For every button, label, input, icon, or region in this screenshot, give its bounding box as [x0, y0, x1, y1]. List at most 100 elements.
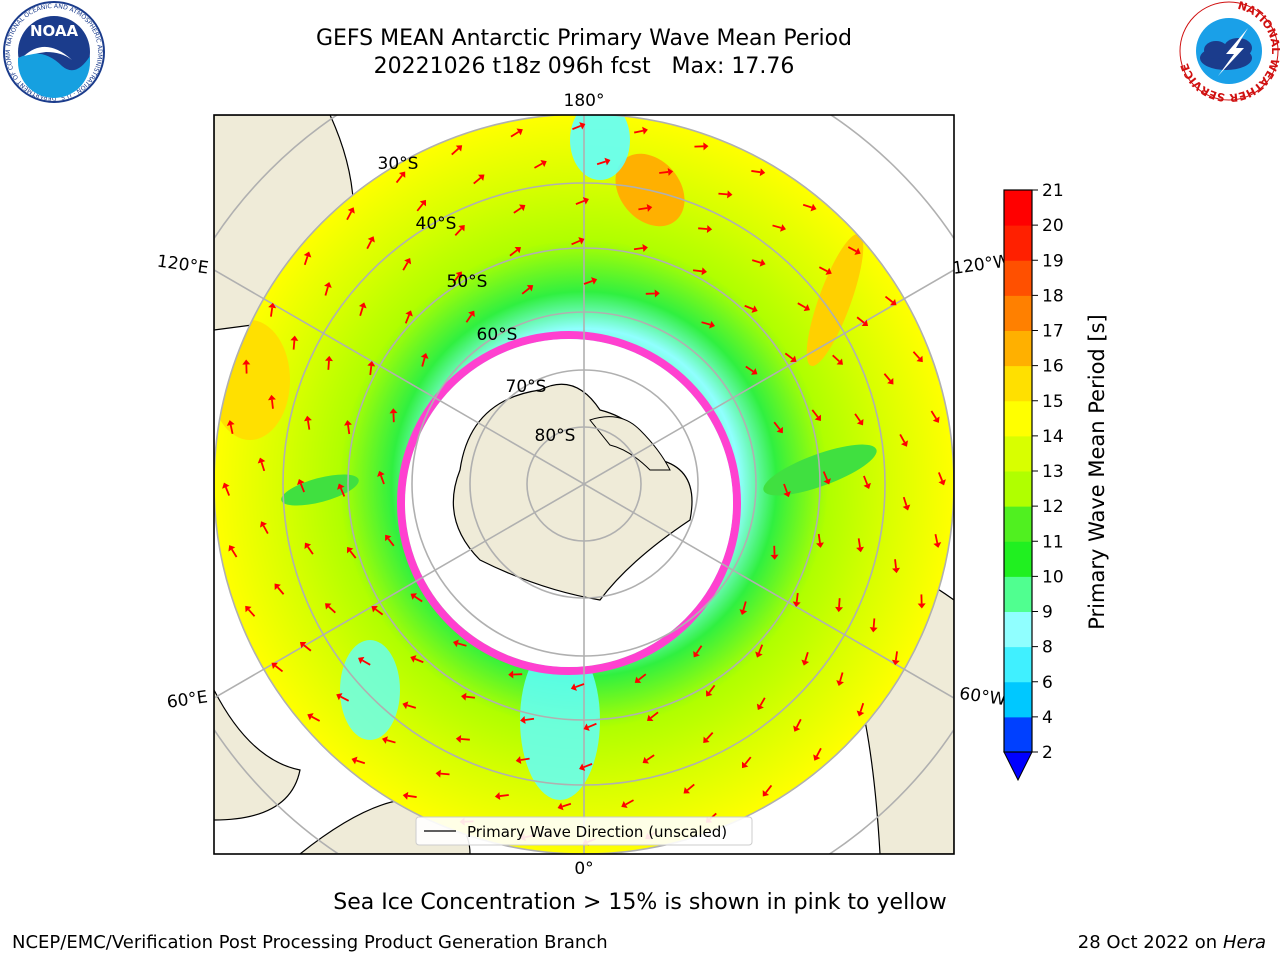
wave-arrow-shaft: [822, 471, 829, 481]
wave-direction-arrows: [222, 122, 946, 846]
colorbar-tick-label: 10: [1042, 567, 1064, 587]
wave-arrow-head: [759, 258, 766, 267]
wave-arrow-shaft: [327, 360, 330, 370]
wave-arrow-head: [494, 792, 501, 801]
wave-arrow-shaft: [271, 399, 274, 409]
wave-arrow-head: [856, 710, 865, 717]
wave-arrow-shaft: [815, 747, 822, 757]
colorbar-tick-label: 13: [1042, 462, 1064, 482]
wave-arrow-shaft: [303, 644, 312, 652]
colorbar-segment: [1004, 646, 1032, 683]
wave-arrow-shaft: [646, 754, 655, 761]
wave-arrow-shaft: [340, 695, 350, 702]
wave-arrow-head: [803, 304, 810, 312]
wave-arrow-head: [709, 320, 716, 329]
wave-arrow-shaft: [499, 794, 509, 797]
colorbar-tick-label: 19: [1042, 251, 1064, 271]
wave-arrow-shaft: [328, 605, 336, 614]
wave-arrow-shaft: [583, 763, 593, 769]
wave-arrow-head: [792, 601, 801, 607]
wave-arrow-shaft: [247, 608, 256, 617]
wave-arrow-shaft: [705, 732, 714, 740]
wave-arrow-shaft: [451, 147, 460, 156]
wave-arrow-head: [759, 168, 766, 177]
wave-arrow-shaft: [817, 533, 821, 544]
wave-arrow-shaft: [765, 784, 773, 794]
wave-arrow-head: [259, 521, 267, 528]
wave-arrow-head: [706, 224, 713, 233]
colorbar-tick-label: 20: [1042, 216, 1064, 236]
wave-arrow-shaft: [229, 424, 234, 434]
wave-arrow-shaft: [633, 247, 644, 251]
wave-arrow-head: [358, 656, 365, 664]
footer-credit: NCEP/EMC/Verification Post Processing Pr…: [12, 932, 608, 953]
wave-arrow-shaft: [894, 559, 897, 569]
wave-arrow-head: [816, 542, 824, 548]
wave-arrow-shaft: [701, 321, 711, 326]
colorbar-segment: [1004, 260, 1032, 296]
wave-arrow-shaft: [934, 534, 939, 544]
colorbar-segment: [1004, 541, 1032, 577]
wave-arrow-head: [776, 426, 783, 434]
wave-arrow-head: [856, 419, 864, 426]
wave-arrow-shaft: [854, 413, 861, 422]
wave-arrow-head: [324, 282, 332, 288]
wave-arrow-head: [337, 483, 345, 490]
wave-arrow-head: [257, 457, 266, 464]
wave-arrow-shaft: [346, 211, 353, 221]
wave-arrow-shaft: [930, 410, 937, 420]
wave-arrow-shaft: [406, 704, 417, 709]
wave-arrow-head: [814, 414, 821, 421]
wave-arrow-shaft: [534, 162, 543, 169]
wave-arrow-head: [351, 756, 358, 765]
wave-arrow-shaft: [884, 295, 894, 303]
wave-arrow-head: [578, 237, 585, 245]
lon-label-0: 0°: [574, 859, 593, 879]
wave-arrow-head: [325, 603, 332, 610]
wave-arrow-shaft: [380, 475, 385, 485]
wave-arrow-head: [813, 754, 821, 761]
wave-arrow-head: [642, 244, 648, 252]
wave-arrow-shaft: [686, 783, 695, 791]
wave-arrow-head: [901, 440, 909, 447]
wave-arrow-head: [303, 251, 312, 258]
wave-arrow-shaft: [795, 592, 799, 603]
wave-arrow-head: [519, 204, 526, 212]
wave-arrow-head: [703, 142, 709, 151]
wave-arrow-head: [887, 378, 894, 385]
colorbar-tick-label: 4: [1042, 708, 1053, 728]
wave-arrow-head: [856, 546, 864, 553]
wave-arrow-head: [933, 542, 942, 548]
wave-arrow-shaft: [596, 160, 606, 166]
wave-arrow-head: [304, 542, 312, 549]
wave-arrow-head: [347, 547, 354, 554]
wave-arrow-shaft: [416, 203, 424, 212]
colorbar-tick-label: 11: [1042, 532, 1064, 552]
wave-arrow-shaft: [784, 352, 794, 360]
wave-arrow-shaft: [387, 538, 395, 547]
colorbar-tick-label: 21: [1042, 181, 1064, 201]
land-madagascar: [214, 689, 301, 821]
colorbar-tick-label: 8: [1042, 638, 1053, 658]
wave-arrow-head: [701, 267, 707, 276]
wave-arrow-head: [274, 583, 281, 590]
wave-arrow-head: [307, 713, 314, 721]
wave-arrow-shaft: [571, 239, 581, 246]
wave-arrow-shaft: [402, 261, 409, 271]
wave-arrow-shaft: [520, 757, 530, 761]
wave-arrow-head: [810, 203, 817, 212]
wave-arrow-shaft: [758, 644, 764, 654]
wave-arrow-shaft: [773, 421, 781, 430]
wave-arrow-shaft: [457, 642, 467, 647]
wave-arrow-head: [385, 534, 392, 542]
wave-arrow-head: [461, 692, 467, 701]
wave-arrow-shaft: [339, 487, 346, 497]
wave-arrow-head: [705, 690, 713, 697]
graticule: [214, 115, 954, 854]
map-frame: [213, 114, 955, 855]
wave-arrow-head: [371, 605, 378, 613]
wave-arrow-shaft: [811, 409, 819, 418]
wave-arrow-head: [932, 416, 940, 423]
wave-arrow-shaft: [659, 171, 669, 174]
colorbar-segment: [1004, 400, 1032, 437]
